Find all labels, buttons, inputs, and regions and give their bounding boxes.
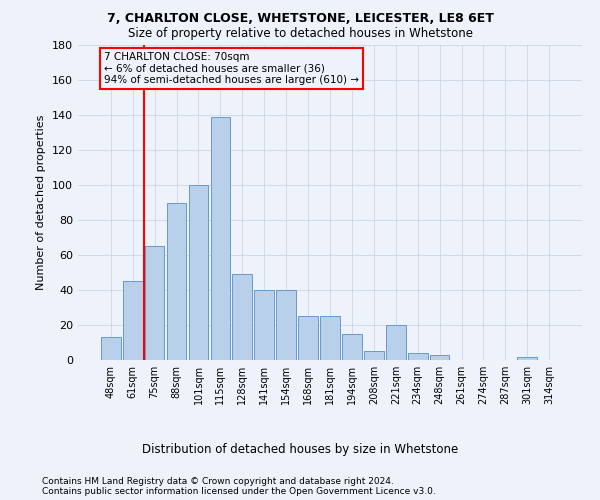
Bar bbox=[386, 325, 406, 360]
Y-axis label: Number of detached properties: Number of detached properties bbox=[37, 115, 46, 290]
Bar bbox=[276, 290, 296, 360]
Bar bbox=[211, 116, 230, 360]
Bar bbox=[188, 185, 208, 360]
Bar bbox=[298, 316, 318, 360]
Bar bbox=[254, 290, 274, 360]
Bar bbox=[342, 334, 362, 360]
Text: Distribution of detached houses by size in Whetstone: Distribution of detached houses by size … bbox=[142, 442, 458, 456]
Bar bbox=[517, 356, 537, 360]
Bar bbox=[167, 202, 187, 360]
Bar bbox=[364, 351, 384, 360]
Text: Contains HM Land Registry data © Crown copyright and database right 2024.: Contains HM Land Registry data © Crown c… bbox=[42, 478, 394, 486]
Bar bbox=[123, 281, 143, 360]
Bar bbox=[408, 353, 428, 360]
Text: Size of property relative to detached houses in Whetstone: Size of property relative to detached ho… bbox=[128, 28, 473, 40]
Bar bbox=[320, 316, 340, 360]
Bar bbox=[430, 355, 449, 360]
Text: 7, CHARLTON CLOSE, WHETSTONE, LEICESTER, LE8 6ET: 7, CHARLTON CLOSE, WHETSTONE, LEICESTER,… bbox=[107, 12, 493, 26]
Text: 7 CHARLTON CLOSE: 70sqm
← 6% of detached houses are smaller (36)
94% of semi-det: 7 CHARLTON CLOSE: 70sqm ← 6% of detached… bbox=[104, 52, 359, 85]
Text: Contains public sector information licensed under the Open Government Licence v3: Contains public sector information licen… bbox=[42, 488, 436, 496]
Bar bbox=[232, 274, 252, 360]
Bar bbox=[101, 337, 121, 360]
Bar bbox=[145, 246, 164, 360]
